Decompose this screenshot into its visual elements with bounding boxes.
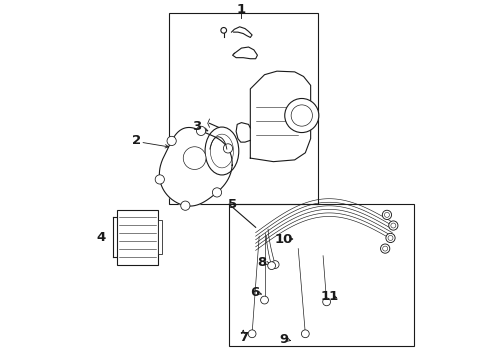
Circle shape	[301, 330, 309, 338]
Circle shape	[271, 261, 279, 269]
Circle shape	[285, 99, 319, 132]
Text: 10: 10	[274, 233, 293, 246]
Bar	[229, 204, 414, 346]
Circle shape	[223, 144, 233, 153]
Text: 8: 8	[257, 256, 267, 269]
Text: 9: 9	[279, 333, 289, 346]
Bar	[158, 220, 162, 254]
Circle shape	[196, 126, 206, 135]
Circle shape	[212, 188, 221, 197]
Circle shape	[183, 147, 206, 170]
Circle shape	[268, 262, 275, 270]
Circle shape	[389, 221, 398, 230]
Circle shape	[323, 298, 331, 306]
Circle shape	[155, 175, 165, 184]
Text: 3: 3	[193, 120, 202, 133]
Text: 4: 4	[97, 231, 106, 244]
Polygon shape	[159, 127, 232, 206]
Polygon shape	[233, 47, 257, 59]
Circle shape	[181, 201, 190, 210]
Bar	[117, 210, 158, 265]
Text: 5: 5	[228, 198, 237, 211]
Circle shape	[382, 210, 392, 220]
Circle shape	[381, 244, 390, 253]
Text: 2: 2	[132, 134, 141, 147]
Circle shape	[248, 330, 256, 338]
Circle shape	[261, 296, 269, 304]
Text: 1: 1	[236, 3, 245, 15]
Text: 7: 7	[239, 331, 248, 344]
Polygon shape	[236, 123, 250, 142]
Text: 11: 11	[320, 290, 339, 303]
Bar	[169, 13, 318, 204]
Circle shape	[386, 233, 395, 243]
Text: 6: 6	[250, 287, 260, 300]
Polygon shape	[250, 71, 311, 162]
Circle shape	[167, 136, 176, 145]
